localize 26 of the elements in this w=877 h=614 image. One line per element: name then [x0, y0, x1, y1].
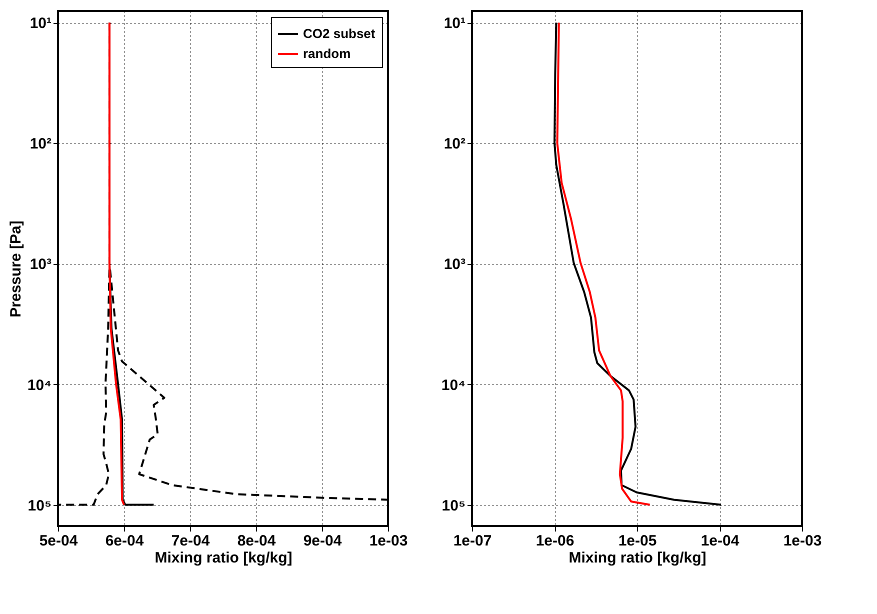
- y-axis-title: Pressure [Pa]: [7, 220, 24, 318]
- y-tick-label: 10⁴: [441, 376, 466, 394]
- x-tick-label: 1e-03: [783, 532, 822, 550]
- x-tick-label: 1e-05: [618, 532, 657, 550]
- y-tick-label: 10⁴: [27, 376, 52, 394]
- y-tick-label: 10²: [30, 136, 52, 153]
- y-tick-label: 10¹: [30, 15, 52, 32]
- y-tick-label: 10⁵: [442, 497, 466, 514]
- x-tick-label: 8e-04: [237, 532, 276, 550]
- x-tick-label: 1e-04: [700, 532, 740, 550]
- legend-label: random: [303, 46, 351, 61]
- x-tick-label: 7e-04: [171, 532, 210, 550]
- y-tick-label: 10¹: [444, 15, 466, 32]
- y-tick-label: 10³: [30, 256, 52, 274]
- x-axis-title: Mixing ratio [kg/kg]: [154, 550, 292, 566]
- x-tick-label: 6e-04: [105, 532, 144, 550]
- x-tick-label: 1e-07: [453, 532, 492, 550]
- x-tick-label: 9e-04: [303, 532, 342, 550]
- x-axis-title: Mixing ratio [kg/kg]: [568, 550, 706, 566]
- y-tick-label: 10⁵: [28, 497, 52, 514]
- x-tick-label: 1e-06: [536, 532, 574, 550]
- x-tick-label: 1e-03: [369, 532, 408, 550]
- legend-label: CO2 subset: [303, 26, 376, 41]
- y-tick-label: 10²: [444, 136, 466, 153]
- x-tick-label: 5e-04: [39, 532, 78, 550]
- y-tick-label: 10³: [444, 256, 466, 274]
